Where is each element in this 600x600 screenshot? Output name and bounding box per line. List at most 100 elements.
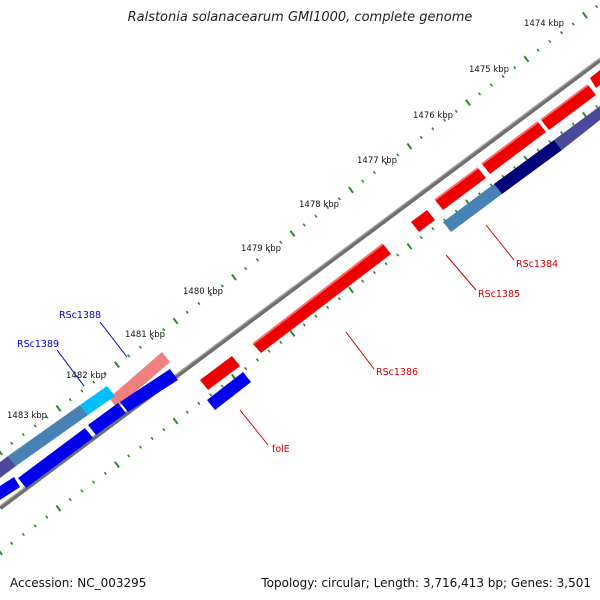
minor-tick [513,66,517,70]
tick-label: 1482 kbp [66,371,106,381]
genome-backbone [0,58,600,510]
feature-rsc1386[interactable] [253,244,391,353]
feature-reverse-edge[interactable] [0,456,16,478]
minor-tick [10,441,14,445]
tick-label: 1476 kbp [413,111,453,121]
feature-rsc1388-reverse[interactable] [80,386,115,415]
minor-tick [209,393,213,397]
minor-tick [326,305,330,310]
minor-tick [337,297,341,301]
minor-tick [559,131,564,135]
feature-fole[interactable] [207,372,251,410]
major-tick [0,550,3,556]
minor-tick [396,253,400,257]
minor-tick [68,497,72,502]
reverse-strand-features [0,106,600,500]
minor-tick [138,345,142,349]
minor-tick [103,371,107,376]
tick-label: 1480 kbp [183,287,223,297]
major-tick [55,404,62,412]
leader-lines [56,224,515,446]
feature-reverse-lower-edge[interactable] [0,477,20,500]
feature-rsc1385[interactable] [411,210,435,232]
inner-tick-row [0,104,599,556]
feature-highlight [481,121,539,165]
minor-tick [279,340,283,345]
minor-tick [431,127,435,131]
feature-reverse-lower-c[interactable] [120,369,178,412]
minor-tick [127,454,131,458]
major-tick [289,230,296,237]
feature-rsc1384-a[interactable] [435,168,486,210]
gene-labels: RSc1384 RSc1385 RSc1386 folE RSc1388 RSc… [17,259,558,455]
feature-rsc1389[interactable] [8,405,88,466]
feature-reverse-right-edge[interactable] [554,106,600,150]
minor-tick [302,323,306,327]
tick-label: 1481 kbp [125,330,165,340]
outer-tick-row [0,4,599,456]
major-tick [231,273,237,281]
minor-tick [197,401,201,406]
major-tick [0,450,3,456]
minor-tick [197,301,201,306]
minor-tick [244,266,248,271]
leader-rsc1384 [485,224,515,261]
minor-tick [314,214,318,218]
gene-label-fole[interactable]: folE [272,444,290,455]
map-title: Ralstonia solanacearum GMI1000, complete… [127,10,473,25]
minor-tick [372,170,376,175]
feature-highlight [434,167,479,201]
minor-tick [384,162,388,166]
leader-rsc1386 [345,331,375,370]
gene-label-rsc1385[interactable]: RSc1385 [478,289,520,300]
minor-tick [45,515,49,519]
tick-label: 1478 kbp [299,200,339,210]
minor-tick [33,524,37,528]
major-tick [406,242,413,250]
gene-label-rsc1384[interactable]: RSc1384 [516,259,558,270]
minor-tick [536,48,540,52]
major-tick [114,461,120,469]
feature-rsc1382[interactable] [590,70,600,88]
minor-tick [501,74,505,79]
minor-tick [384,262,388,266]
leader-rsc1385 [445,254,477,291]
feature-rsc1383[interactable] [541,85,596,130]
minor-tick [279,240,283,245]
feature-rsc1388-forward[interactable] [109,352,170,408]
minor-tick [185,410,189,414]
minor-tick [536,148,540,152]
minor-tick [595,4,599,9]
tick-label: 1475 kbp [469,65,509,75]
gene-label-rsc1388[interactable]: RSc1388 [59,310,101,321]
feature-reverse-lower-b[interactable] [88,403,126,435]
feature-rsc1384-b[interactable] [482,122,546,174]
minor-tick [255,258,259,262]
minor-tick [255,358,259,362]
minor-tick [162,328,166,332]
major-tick [172,317,179,325]
minor-tick [361,179,365,183]
leader-rsc1389 [56,349,85,387]
leader-fole [239,409,269,446]
gene-label-rsc1386[interactable]: RSc1386 [376,367,418,378]
minor-tick [10,541,14,545]
feature-reverse-lower[interactable] [18,428,93,488]
major-tick [406,142,413,150]
minor-tick [337,197,341,201]
feature-fole-forward[interactable] [200,356,240,390]
minor-tick [267,249,271,253]
forward-strand-features [109,70,600,408]
tick-label: 1483 kbp [7,411,47,421]
minor-tick [209,293,213,297]
minor-tick [92,480,96,484]
minor-tick [33,424,37,428]
minor-tick [548,39,552,44]
minor-tick [45,415,49,419]
minor-tick [571,122,575,126]
feature-rsc1384-reverse[interactable] [443,184,502,232]
minor-tick [443,118,447,122]
gene-label-rsc1389[interactable]: RSc1389 [17,339,59,350]
feature-reverse-dark[interactable] [494,140,562,194]
feature-highlight [540,84,589,121]
